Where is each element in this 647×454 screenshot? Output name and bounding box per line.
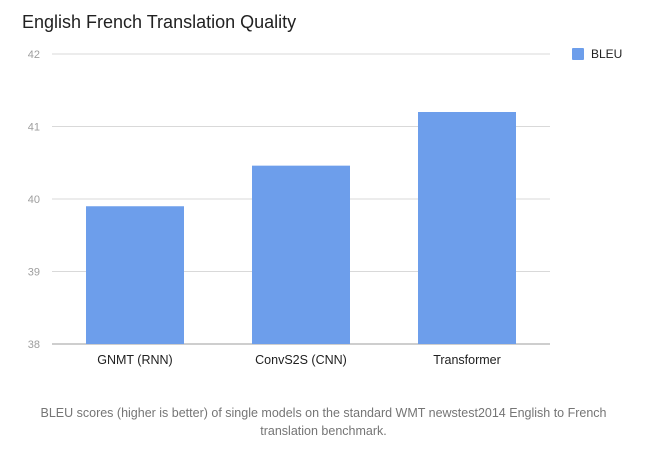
y-tick-label: 41 — [28, 122, 40, 134]
bar — [418, 112, 516, 344]
chart-caption: BLEU scores (higher is better) of single… — [40, 406, 607, 438]
y-tick-label: 40 — [28, 194, 40, 206]
bar — [86, 206, 184, 344]
legend-swatch-bleu — [572, 48, 584, 60]
legend: BLEU — [572, 47, 622, 61]
y-tick-label: 39 — [28, 267, 40, 279]
legend-label-bleu: BLEU — [591, 47, 622, 61]
chart-title: English French Translation Quality — [22, 12, 296, 32]
bar — [252, 165, 350, 344]
y-tick-label: 38 — [28, 339, 40, 351]
x-tick-label: Transformer — [433, 353, 501, 367]
y-tick-label: 42 — [28, 49, 40, 61]
x-tick-label: GNMT (RNN) — [97, 353, 172, 367]
x-tick-label: ConvS2S (CNN) — [255, 353, 347, 367]
